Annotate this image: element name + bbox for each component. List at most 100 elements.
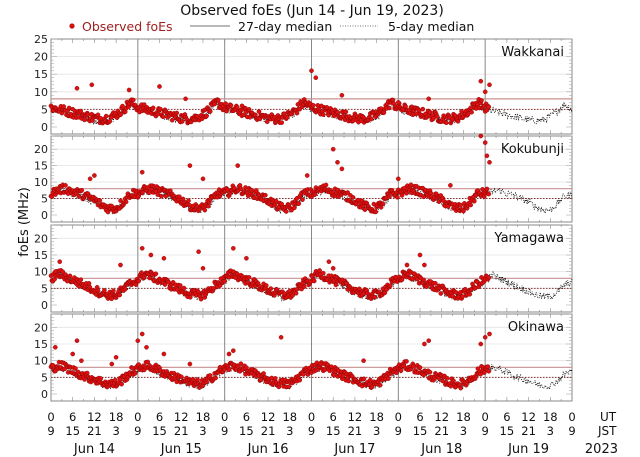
observed-point bbox=[215, 97, 221, 103]
observed-point bbox=[279, 120, 285, 125]
observed-point bbox=[263, 283, 269, 288]
observed-point-spike bbox=[53, 269, 58, 275]
observed-point bbox=[296, 201, 302, 206]
observed-point bbox=[136, 278, 141, 284]
observed-point bbox=[387, 283, 393, 289]
observed-point-spike bbox=[157, 84, 162, 89]
station-name: Okinawa bbox=[508, 320, 564, 335]
observed-point bbox=[312, 192, 318, 197]
observed-point bbox=[373, 209, 379, 215]
ut-tick-label: 0 bbox=[47, 410, 54, 424]
ut-row-label: UT bbox=[600, 410, 617, 424]
observed-point bbox=[471, 198, 477, 204]
jst-tick-label: 3 bbox=[547, 424, 554, 438]
year-label: 2023 bbox=[585, 442, 618, 457]
observed-point bbox=[380, 201, 386, 207]
observed-point-spike bbox=[230, 348, 236, 354]
day-label: Jun 19 bbox=[507, 442, 549, 457]
observed-point-spike bbox=[135, 338, 141, 344]
observed-point-spike bbox=[482, 140, 488, 145]
observed-point bbox=[326, 112, 332, 118]
observed-point bbox=[381, 110, 387, 115]
observed-point bbox=[78, 277, 84, 283]
observed-point bbox=[155, 111, 160, 117]
observed-point-spike bbox=[79, 358, 84, 364]
ut-tick-label: 0 bbox=[134, 410, 141, 424]
ut-tick-label: 12 bbox=[87, 410, 102, 424]
day-label: Jun 14 bbox=[73, 442, 115, 457]
observed-point bbox=[417, 365, 423, 370]
observed-point bbox=[394, 370, 399, 376]
y-tick-label: 0 bbox=[41, 388, 48, 401]
observed-point bbox=[486, 275, 492, 280]
observed-point bbox=[111, 288, 116, 294]
ut-tick-label: 12 bbox=[348, 410, 363, 424]
observed-point bbox=[297, 377, 303, 383]
day-label: Jun 17 bbox=[333, 442, 375, 457]
y-tick-label: 0 bbox=[41, 299, 48, 312]
observed-point bbox=[486, 368, 492, 374]
observed-point bbox=[346, 378, 351, 384]
observed-point bbox=[118, 198, 123, 203]
y-tick-label: 15 bbox=[34, 160, 48, 173]
observed-point-spike bbox=[239, 103, 245, 109]
jst-tick-label: 9 bbox=[482, 424, 489, 438]
observed-point bbox=[310, 103, 316, 108]
observed-point bbox=[141, 102, 147, 107]
observed-point bbox=[284, 115, 290, 120]
observed-point bbox=[213, 375, 218, 381]
ut-tick-label: 18 bbox=[369, 410, 384, 424]
observed-point bbox=[60, 269, 66, 275]
ut-tick-label: 0 bbox=[221, 410, 228, 424]
observed-point bbox=[223, 101, 228, 106]
observed-point bbox=[404, 359, 409, 364]
observed-point-spike bbox=[126, 87, 132, 93]
observed-point bbox=[61, 104, 67, 109]
observed-point-spike bbox=[339, 93, 345, 98]
observed-point bbox=[102, 288, 107, 293]
y-tick-label: 25 bbox=[34, 33, 48, 46]
observed-point bbox=[377, 382, 383, 388]
observed-point-spike bbox=[148, 252, 154, 258]
observed-point bbox=[427, 109, 433, 115]
ut-tick-label: 0 bbox=[308, 410, 315, 424]
ut-tick-label: 6 bbox=[416, 410, 423, 424]
observed-point-spike bbox=[484, 153, 490, 159]
observed-point-spike bbox=[196, 249, 201, 254]
observed-point bbox=[372, 294, 378, 300]
jst-tick-label: 15 bbox=[152, 424, 167, 438]
observed-point bbox=[458, 385, 464, 391]
observed-point bbox=[444, 375, 450, 381]
observed-point bbox=[386, 194, 392, 199]
ut-tick-label: 6 bbox=[156, 410, 163, 424]
observed-point bbox=[320, 270, 326, 276]
observed-point bbox=[246, 275, 252, 280]
observed-point bbox=[198, 296, 204, 302]
day-label: Jun 18 bbox=[420, 442, 462, 457]
observed-point bbox=[404, 190, 409, 196]
jst-tick-label: 9 bbox=[134, 424, 141, 438]
observed-point bbox=[420, 106, 426, 112]
observed-point bbox=[468, 202, 474, 208]
observed-point bbox=[78, 108, 84, 114]
observed-point bbox=[484, 186, 490, 192]
observed-point bbox=[301, 284, 307, 289]
observed-point bbox=[443, 120, 449, 126]
observed-point-spike bbox=[139, 331, 145, 337]
observed-point-spike bbox=[183, 96, 188, 102]
jst-tick-label: 9 bbox=[395, 424, 402, 438]
ut-tick-label: 6 bbox=[503, 410, 510, 424]
observed-point-spike bbox=[487, 159, 492, 165]
observed-point bbox=[256, 109, 262, 114]
observed-point bbox=[433, 281, 438, 286]
jst-row-label: JST bbox=[597, 424, 617, 438]
jst-tick-label: 21 bbox=[348, 424, 363, 438]
station-panels: 0 5 10 15 20 25 Wakkanai 0 5 10 15 20 Kokubunji 0 5 10 1… bbox=[34, 33, 573, 402]
observed-point-spike bbox=[74, 86, 80, 91]
observed-point bbox=[357, 286, 362, 292]
observed-point-spike bbox=[361, 358, 366, 364]
observed-point-spike bbox=[395, 176, 401, 182]
observed-point bbox=[350, 195, 356, 200]
jst-tick-label: 3 bbox=[460, 424, 467, 438]
observed-point bbox=[323, 182, 329, 188]
